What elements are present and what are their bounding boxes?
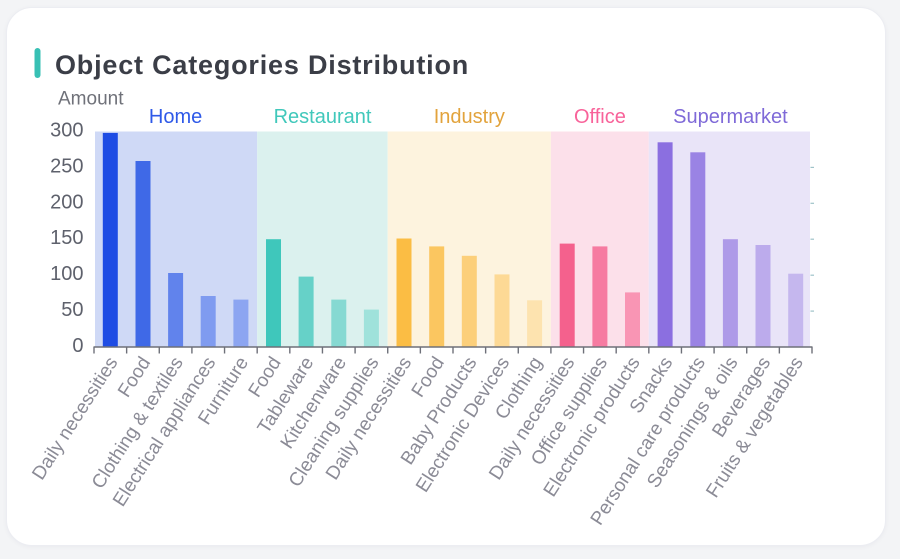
svg-text:300: 300	[50, 120, 83, 142]
svg-text:200: 200	[50, 191, 83, 213]
svg-text:0: 0	[72, 335, 83, 357]
svg-text:Home: Home	[149, 106, 202, 128]
svg-text:Amount: Amount	[58, 89, 124, 110]
svg-text:Restaurant: Restaurant	[274, 106, 372, 128]
svg-text:Office: Office	[574, 106, 626, 128]
svg-text:Object Categories Distribution: Object Categories Distribution	[55, 50, 469, 80]
svg-text:Supermarket: Supermarket	[673, 106, 788, 128]
svg-text:250: 250	[50, 155, 83, 177]
svg-text:100: 100	[50, 263, 83, 285]
svg-text:Industry: Industry	[434, 106, 505, 128]
svg-text:50: 50	[61, 299, 83, 321]
svg-text:150: 150	[50, 227, 83, 249]
